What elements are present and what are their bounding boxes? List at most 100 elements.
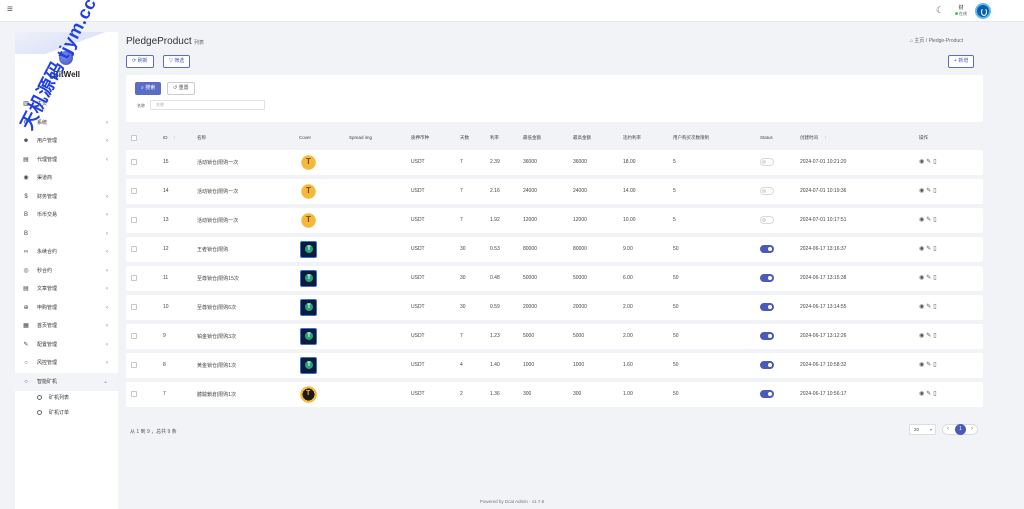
edit-icon[interactable]: ✎: [926, 333, 934, 339]
chevron-left-icon: ‹: [106, 119, 108, 126]
trash-icon[interactable]: ▯: [933, 188, 939, 194]
filter-button[interactable]: ▽ 筛选: [163, 55, 191, 68]
sidebar-item[interactable]: $ 财务管理 ‹: [15, 188, 118, 207]
sidebar-item[interactable]: ▤ 代理管理 ‹: [15, 151, 118, 170]
edit-icon[interactable]: ✎: [926, 246, 934, 252]
chevron-left-icon[interactable]: ‹: [947, 426, 949, 432]
cell-rate: 2.16: [490, 188, 500, 194]
eye-icon[interactable]: ◉: [919, 304, 927, 310]
status-toggle[interactable]: [760, 158, 774, 166]
eye-icon[interactable]: ◉: [919, 217, 927, 223]
edit-icon[interactable]: ✎: [926, 275, 934, 281]
reset-button[interactable]: ↺ 重置: [167, 82, 195, 95]
sidebar-item[interactable]: ▤ 文章管理 ‹: [15, 280, 118, 299]
sidebar-item[interactable]: ∞ 永续合约 ‹: [15, 243, 118, 262]
row-checkbox[interactable]: [131, 246, 137, 252]
sort-icon[interactable]: ↑: [173, 135, 176, 140]
row-checkbox[interactable]: [131, 159, 137, 165]
edit-icon[interactable]: ✎: [926, 391, 934, 397]
sidebar-item[interactable]: ▥ 主页: [15, 95, 118, 114]
cell-id: 9: [163, 333, 166, 339]
chevron-left-icon: ‹: [106, 138, 108, 144]
eye-icon[interactable]: ◉: [919, 275, 927, 281]
cell-limit: 50: [673, 333, 679, 339]
row-checkbox[interactable]: [131, 275, 137, 281]
cell-days: 4: [460, 362, 463, 368]
row-checkbox[interactable]: [131, 217, 137, 223]
row-checkbox[interactable]: [131, 188, 137, 194]
sort-icon[interactable]: ↑: [824, 135, 827, 140]
eye-icon[interactable]: ◉: [919, 188, 927, 194]
sidebar-item[interactable]: ▦ 首页管理 ‹: [15, 317, 118, 336]
trash-icon[interactable]: ▯: [933, 391, 939, 397]
user-info[interactable]: 财 在线: [955, 4, 967, 17]
trash-icon[interactable]: ▯: [933, 246, 939, 252]
cell-max: 12000: [573, 217, 587, 223]
cell-id: 7: [163, 391, 166, 397]
select-all-checkbox[interactable]: [131, 135, 137, 142]
name-input[interactable]: 名称: [150, 100, 265, 110]
cell-penalty: 2.00: [623, 333, 633, 339]
trash-icon[interactable]: ▯: [933, 159, 939, 165]
status-toggle[interactable]: [760, 216, 774, 224]
sidebar-subitem[interactable]: 矿机列表: [15, 391, 118, 406]
eye-icon[interactable]: ◉: [919, 333, 927, 339]
circle-icon: ○: [24, 378, 28, 385]
trash-icon[interactable]: ▯: [933, 362, 939, 368]
sidebar-item[interactable]: B 币币交易 ‹: [15, 206, 118, 225]
hamburger-icon[interactable]: ≡: [7, 4, 13, 15]
checkbox[interactable]: [131, 135, 137, 141]
sidebar-item[interactable]: ✎ 配置管理 ‹: [15, 336, 118, 355]
breadcrumb-home[interactable]: 主页: [914, 38, 925, 44]
eye-icon[interactable]: ◉: [919, 362, 927, 368]
trash-icon[interactable]: ▯: [933, 304, 939, 310]
status-toggle[interactable]: [760, 332, 774, 340]
row-checkbox[interactable]: [131, 362, 137, 368]
sidebar-item[interactable]: ◉ 渠道商: [15, 169, 118, 188]
status-toggle[interactable]: [760, 274, 774, 282]
row-checkbox[interactable]: [131, 333, 137, 339]
edit-icon[interactable]: ✎: [926, 362, 934, 368]
globe-icon: ⊕: [23, 304, 29, 311]
sidebar-item[interactable]: ○ 风控管理 ‹: [15, 354, 118, 373]
sidebar-item-label: 渠道商: [37, 175, 53, 181]
edit-icon[interactable]: ✎: [926, 159, 934, 165]
chevron-left-icon: ‹: [106, 341, 108, 348]
page-current[interactable]: 1: [955, 424, 966, 435]
cell-limit: 50: [673, 246, 679, 252]
sidebar-nav: ▥ 主页 ⚙ 系统 ‹ ☻ 用户管理 ‹ ▤ 代理管理 ‹ ◉ 渠道商 $ 财务管理 ‹ B 币币交易 ‹ B ‹ ∞ 永续…: [15, 95, 118, 420]
sidebar-subitem[interactable]: 矿机订单: [15, 406, 118, 421]
sidebar-item[interactable]: ☻ 用户管理 ‹: [15, 132, 118, 151]
chevron-left-icon: ‹: [106, 193, 108, 200]
status-toggle[interactable]: [760, 187, 774, 195]
sidebar-item[interactable]: ◎ 秒合约 ‹: [15, 262, 118, 281]
trash-icon[interactable]: ▯: [933, 333, 939, 339]
trash-icon[interactable]: ▯: [933, 275, 939, 281]
sidebar-item[interactable]: ⊕ 申购管理 ‹: [15, 299, 118, 318]
eye-icon[interactable]: ◉: [919, 159, 927, 165]
status-toggle[interactable]: [760, 303, 774, 311]
trash-icon[interactable]: ▯: [933, 217, 939, 223]
chevron-right-icon[interactable]: ›: [971, 426, 973, 432]
row-checkbox[interactable]: [131, 391, 137, 397]
search-button[interactable]: ⌕ 搜索: [135, 82, 162, 95]
sidebar-item[interactable]: ○ 智能矿机 ⌄: [15, 372, 118, 391]
edit-icon[interactable]: ✎: [926, 217, 934, 223]
avatar[interactable]: [975, 3, 991, 19]
status-toggle[interactable]: [760, 245, 774, 253]
sidebar-item[interactable]: ⚙ 系统 ‹: [15, 114, 118, 133]
eye-icon[interactable]: ◉: [919, 391, 927, 397]
eye-icon[interactable]: ◉: [919, 246, 927, 252]
sidebar-item[interactable]: B ‹: [15, 225, 118, 244]
status-toggle[interactable]: [760, 390, 774, 398]
status-toggle[interactable]: [760, 361, 774, 369]
row-checkbox[interactable]: [131, 304, 137, 310]
dark-mode-icon[interactable]: ☾: [936, 5, 945, 15]
page-size-select[interactable]: 20: [909, 424, 936, 435]
id-card-icon: ▤: [23, 156, 29, 163]
edit-icon[interactable]: ✎: [926, 304, 934, 310]
refresh-button[interactable]: ⟳ 刷新: [126, 55, 154, 68]
chevron-left-icon: ‹: [106, 360, 108, 366]
add-button[interactable]: + 新增: [948, 55, 975, 68]
edit-icon[interactable]: ✎: [926, 188, 934, 194]
